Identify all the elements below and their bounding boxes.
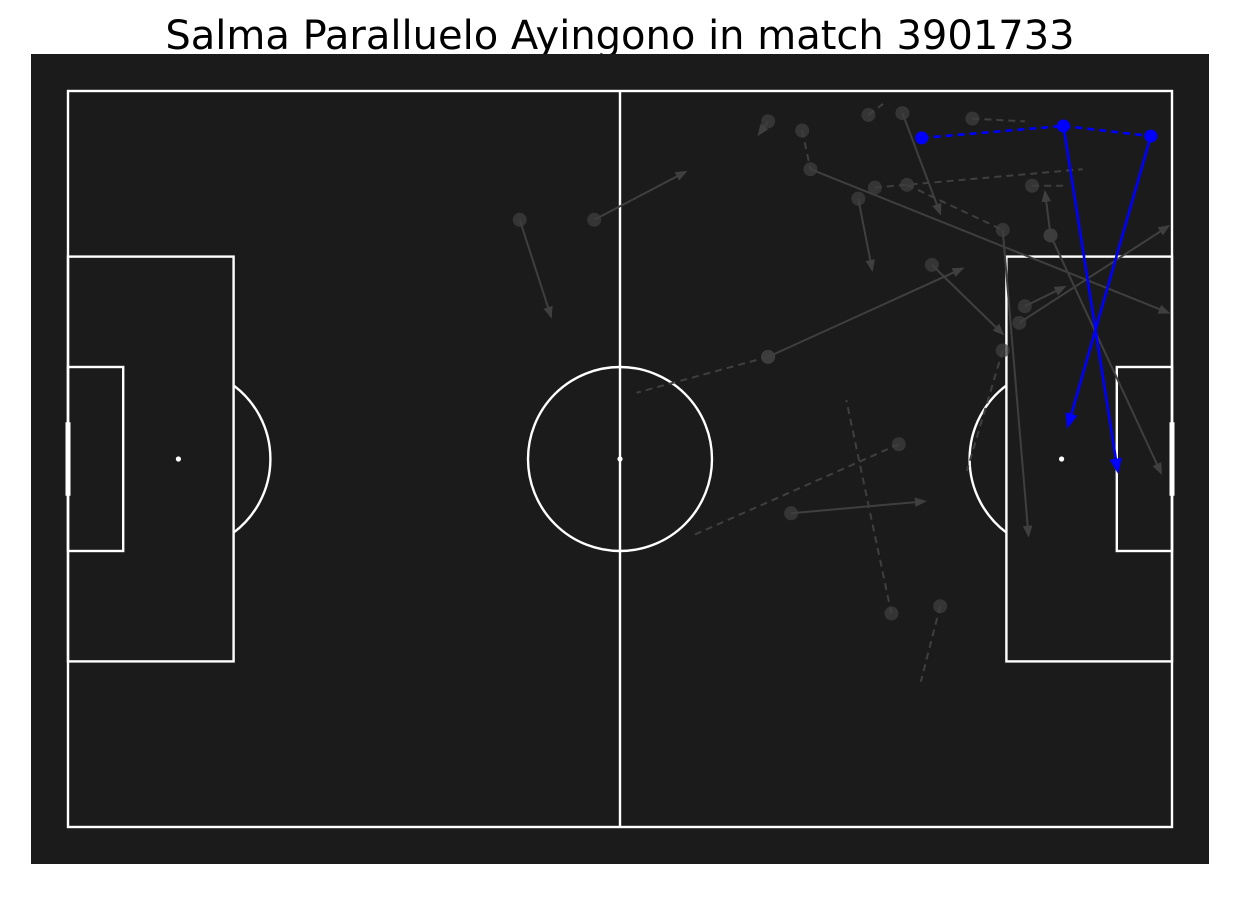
action-start-point (891, 437, 906, 452)
other-pass-1 (512, 212, 553, 319)
other-pass-5 (851, 191, 875, 272)
pass-line (1018, 224, 1171, 324)
action-start-point (867, 180, 882, 195)
right-penalty-spot (1059, 456, 1065, 462)
pitch-markings (65, 89, 1175, 829)
highlighted-carry-3 (1056, 119, 1151, 138)
other-carry-17 (867, 168, 1083, 195)
other-pass-10 (1041, 189, 1058, 243)
other-carry-19 (965, 111, 1025, 126)
centre-circle (526, 365, 714, 553)
action-start-point (933, 599, 948, 614)
action-start-point (895, 106, 910, 121)
highlighted-carry-4 (915, 124, 1064, 145)
left-penalty-arc (232, 384, 272, 534)
action-start-point (795, 123, 810, 138)
pass-line (810, 168, 1171, 314)
other-carry-21 (690, 437, 906, 538)
other-pass-3 (757, 114, 776, 137)
action-start-point (1056, 119, 1070, 133)
other-carry-16 (861, 103, 884, 122)
action-start-point (995, 343, 1010, 358)
pass-line (857, 198, 875, 272)
other-actions-layer (512, 103, 1171, 682)
carry-line (1063, 124, 1151, 138)
other-carry-22 (919, 599, 948, 682)
action-start-point (900, 177, 915, 192)
action-start-point (924, 257, 939, 272)
action-start-point (761, 114, 776, 129)
pass-line (518, 219, 553, 319)
other-carry-25 (845, 399, 899, 621)
action-start-point (1043, 228, 1058, 243)
other-pass-11 (1017, 285, 1067, 314)
carry-line (906, 183, 1004, 231)
action-start-point (761, 349, 776, 364)
pass-line (1049, 235, 1162, 475)
action-start-point (1025, 178, 1040, 193)
pass-line (791, 497, 927, 515)
centre-spot (617, 456, 623, 462)
action-start-point (587, 212, 602, 227)
action-start-point (1012, 315, 1027, 330)
action-start-point (915, 131, 929, 145)
other-carry-20 (1025, 178, 1064, 193)
chart-title: Salma Paralluelo Ayingono in match 39017… (165, 13, 1075, 59)
action-start-point (851, 191, 866, 206)
other-carry-24 (636, 349, 776, 394)
carry-line (690, 443, 900, 538)
action-start-point (861, 107, 876, 122)
action-start-point (884, 606, 899, 621)
highlighted-actions-layer (915, 119, 1158, 475)
other-pass-2 (587, 170, 688, 227)
other-carry-18 (900, 177, 1004, 231)
pass-line (1024, 285, 1067, 308)
left-penalty-spot (175, 456, 181, 462)
other-pass-14 (784, 497, 927, 521)
carry-line (972, 117, 1025, 123)
carry-line (636, 355, 769, 394)
other-carry-15 (795, 123, 812, 170)
carry-line (919, 605, 942, 682)
other-pass-12 (1012, 224, 1171, 330)
action-start-point (1017, 299, 1032, 314)
pass-line (1062, 125, 1122, 475)
pass-line (1041, 189, 1052, 236)
carry-line (965, 350, 1004, 472)
action-start-point (965, 111, 980, 126)
other-pass-8 (995, 222, 1033, 538)
pass-line (767, 267, 965, 358)
pass-line (593, 170, 688, 221)
action-start-point (512, 212, 527, 227)
carry-line (874, 168, 1083, 189)
pass-line (1001, 229, 1033, 538)
action-start-point (995, 222, 1010, 237)
other-carry-23 (965, 343, 1010, 472)
pass-line (1065, 135, 1153, 429)
carry-line (845, 399, 893, 614)
action-start-point (784, 506, 799, 521)
